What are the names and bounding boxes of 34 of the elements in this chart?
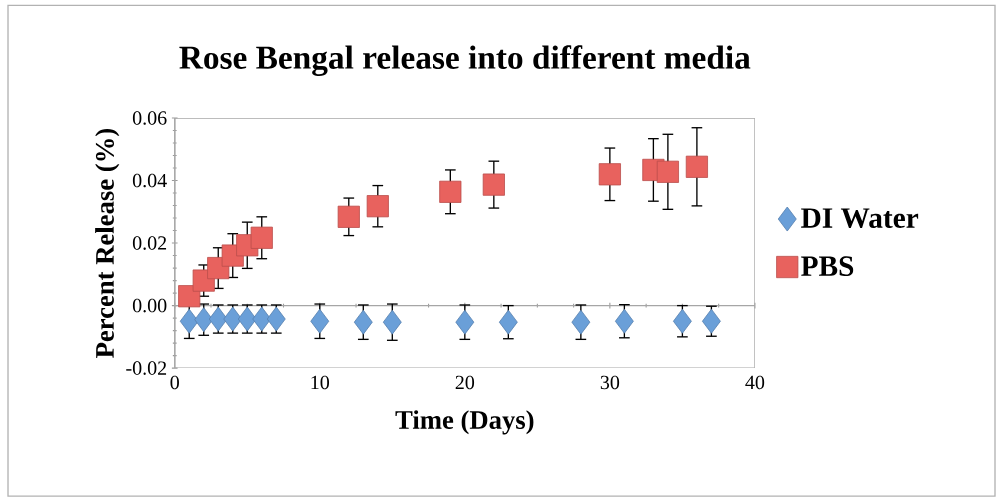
point (614, 309, 634, 334)
y-axis-title: Percent Release (%) (95, 129, 120, 359)
point (337, 206, 360, 229)
point (250, 226, 273, 250)
point (310, 309, 330, 334)
legend-label: PBS (801, 256, 854, 277)
y-tick-label: 0.06 (132, 111, 167, 126)
x-tick-label: 30 (600, 375, 620, 390)
x-tick-label: 20 (455, 375, 475, 390)
y-tick-label: 0.02 (132, 236, 167, 251)
point (179, 309, 199, 334)
point (672, 309, 692, 334)
x-tick-label: 40 (745, 375, 765, 390)
point (598, 163, 621, 186)
y-tick-label: -0.02 (126, 361, 167, 376)
point (498, 310, 518, 335)
point (382, 310, 402, 335)
point (353, 310, 373, 335)
y-tick-label: 0.00 (132, 299, 167, 313)
point (439, 181, 462, 204)
y-tick-label: 0.04 (132, 174, 167, 188)
point (702, 309, 721, 334)
point (178, 285, 201, 308)
point (685, 155, 708, 179)
chart-title: Rose Bengal release into different media (179, 45, 751, 77)
legend-label: DI Water (801, 208, 919, 229)
point (482, 173, 505, 196)
x-axis-title: Time (Days) (395, 410, 534, 435)
point (656, 160, 679, 184)
point (366, 195, 389, 218)
point (455, 310, 475, 335)
point (571, 310, 591, 335)
x-tick-label: 10 (311, 375, 330, 390)
x-tick-label: 0 (170, 375, 179, 390)
